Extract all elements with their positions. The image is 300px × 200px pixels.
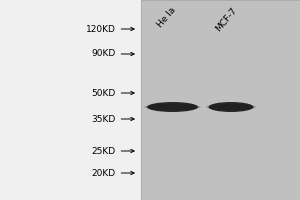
Ellipse shape [206, 104, 256, 110]
Ellipse shape [147, 102, 198, 112]
Ellipse shape [145, 104, 201, 110]
Text: MCF-7: MCF-7 [214, 6, 239, 33]
Text: 20KD: 20KD [92, 168, 116, 178]
Text: He la: He la [155, 6, 178, 30]
Text: 90KD: 90KD [91, 49, 116, 58]
Text: 35KD: 35KD [91, 114, 116, 123]
Text: 25KD: 25KD [92, 146, 116, 156]
Ellipse shape [208, 102, 253, 112]
Bar [141, 0, 300, 200]
Text: 120KD: 120KD [85, 24, 116, 33]
Text: 50KD: 50KD [91, 88, 116, 98]
